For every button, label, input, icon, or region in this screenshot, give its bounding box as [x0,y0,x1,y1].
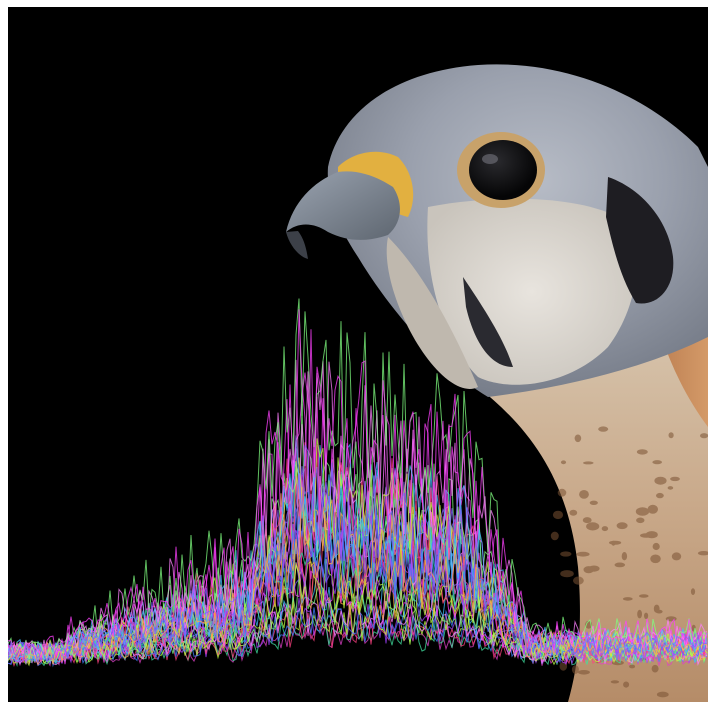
speckle [610,680,620,684]
speckle [640,533,653,538]
speckle [655,609,663,614]
speckle [644,612,649,619]
speckle [571,665,579,674]
speckle [552,510,564,520]
speckle [668,432,674,439]
speckle [629,664,636,669]
kestrel-head [286,64,708,702]
speckle [550,531,559,541]
speckle [690,588,696,595]
kestrel-photo-with-signal-overlay [8,64,708,702]
speckle [601,526,609,532]
speckle [652,542,660,551]
speckle [697,551,708,556]
signal-trace-overlay [8,298,708,668]
kestrel-eye [469,140,537,200]
speckle [598,426,609,432]
speckle [656,691,669,698]
speckle [623,681,630,688]
speckle [636,449,648,455]
speckle [576,551,590,557]
signal-trace [8,487,708,666]
speckle [611,540,616,546]
kestrel-throat [386,237,478,389]
speckle [586,522,600,531]
speckle [670,476,680,482]
signal-trace [8,298,708,660]
kestrel-beak [286,171,400,240]
kestrel-ear-mark [463,277,513,367]
speckle [635,507,650,516]
signal-trace [8,438,708,663]
speckle [611,660,624,666]
speckle [588,565,600,572]
photo-frame [8,7,708,702]
speckle [667,486,674,490]
speckle [574,434,582,443]
speckle [650,554,661,564]
kestrel-eye-highlight [482,154,498,164]
speckle [654,476,667,485]
signal-trace [8,359,708,659]
kestrel-malar-stripe [606,177,674,304]
speckle [700,433,708,439]
speckle [560,460,567,465]
signal-trace [8,435,708,663]
speckle [579,490,589,499]
speckle [557,488,567,497]
speckle [652,460,662,465]
kestrel-beak-tip [286,231,308,259]
speckle [651,664,659,673]
speckle [589,500,598,505]
speckle [560,570,574,578]
speckle [637,609,642,619]
signal-trace [8,444,708,663]
speckle [621,552,628,561]
speckle [636,517,645,524]
speckle [656,492,664,499]
speckle [559,661,568,671]
speckle [614,562,626,568]
speckle [582,517,592,524]
speckle [639,594,649,598]
speckle [569,509,578,516]
speckle [560,551,572,557]
speckle [573,576,584,585]
speckle [616,522,628,530]
speckle [671,552,682,561]
speckle [647,504,658,514]
speckle [583,461,594,465]
speckle [622,597,633,601]
speckle [577,670,590,675]
